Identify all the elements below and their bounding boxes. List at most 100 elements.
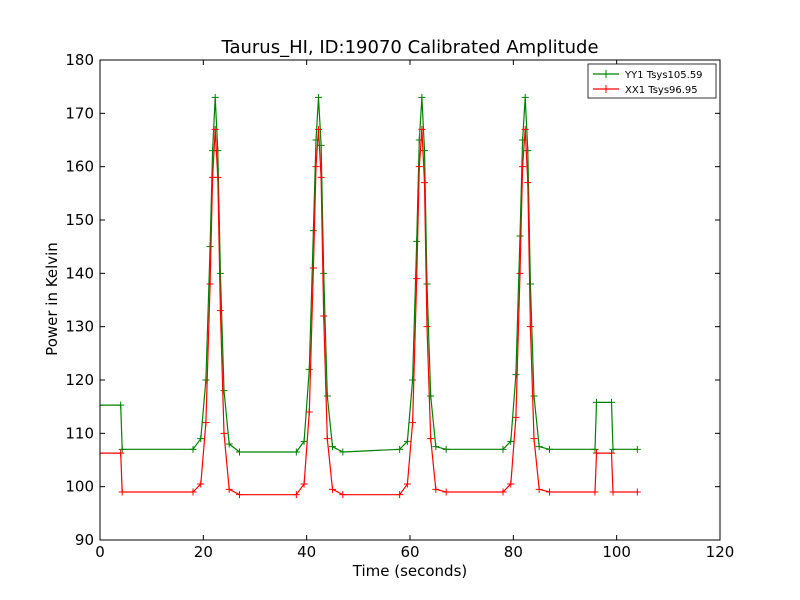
data-point [197,435,205,443]
data-point [317,173,325,181]
x-axis-label: Time (seconds) [352,562,468,580]
y-tick-label: 150 [65,211,94,229]
data-point [535,443,543,451]
data-point [432,443,440,451]
data-point [512,413,520,421]
data-point [236,491,243,499]
data-point [329,485,336,493]
data-point [225,440,233,448]
data-point [530,392,538,400]
data-point [100,401,104,409]
y-axis-label: Power in Kelvin [43,242,61,356]
y-tick-label: 180 [65,51,94,69]
y-tick-label: 170 [65,104,94,122]
legend-box [587,63,717,99]
data-point [499,445,507,453]
data-point [499,488,507,496]
legend-entry: XX1 Tsys96.95 [593,85,698,96]
data-point [591,488,599,496]
data-point [323,435,331,443]
data-point [546,488,553,496]
data-point [516,269,524,277]
y-tick-label: 130 [65,318,94,336]
data-point [211,93,219,101]
data-point [418,93,426,101]
data-point [524,147,532,155]
data-point [516,232,524,240]
x-tick-label: 40 [297,543,316,561]
data-point [420,179,428,187]
axis-ticks: 0 20 40 60 80 100 120 90 100 110 120 130 140 150 160 17… [65,51,734,561]
data-point [329,443,336,451]
data-point [214,147,222,155]
data-point [593,398,601,406]
data-point [418,125,426,133]
plot-frame [99,59,721,541]
data-point [292,448,300,456]
data-point [432,485,440,493]
data-point [216,269,224,277]
data-point [312,163,320,171]
data-point [189,488,197,496]
data-point [524,179,532,187]
data-point [206,243,214,251]
data-point [608,449,615,457]
data-point [236,448,243,456]
data-point [519,163,527,171]
data-point [526,323,534,331]
data-point [220,429,228,437]
x-tick-label: 120 [706,543,735,561]
data-point [323,392,331,400]
data-point [507,480,515,488]
legend-label: YY1 Tsys105.59 [624,70,703,81]
x-tick-label: 20 [194,543,213,561]
data-point [117,401,125,409]
data-point [591,445,599,453]
data-point [409,376,417,384]
data-point [300,437,308,445]
data-point [214,173,222,181]
data-point [189,445,197,453]
data-point [609,445,617,453]
data-point [315,93,323,101]
data-point [309,264,317,272]
data-point [521,125,529,133]
data-point [305,408,313,416]
data-point [530,435,538,443]
data-point [413,237,421,245]
data-point [512,371,520,379]
data-point [413,275,421,283]
y-tick-label: 110 [65,424,94,442]
data-point [339,491,347,499]
legend: YY1 Tsys105.59 XX1 Tsys96.95 [587,63,717,99]
data-point [300,480,308,488]
y-tick-label: 90 [75,531,94,549]
legend-marker [602,70,610,78]
y-tick-label: 160 [65,158,94,176]
data-point [608,398,615,406]
data-point [633,445,641,453]
data-point [633,488,641,496]
data-point [211,125,219,133]
data-point [521,93,529,101]
data-point [546,445,553,453]
data-point [403,480,411,488]
data-point [396,491,404,499]
legend-label: XX1 Tsys96.95 [625,85,698,96]
x-tick-label: 80 [504,543,523,561]
data-point [206,280,214,288]
y-tick-label: 100 [65,478,94,496]
data-point [292,491,300,499]
x-tick-label: 0 [95,543,105,561]
series-line [100,97,638,453]
x-tick-label: 60 [400,543,419,561]
x-tick-label: 100 [602,543,631,561]
data-point [315,125,323,133]
data-point [427,392,435,400]
legend-marker [602,85,610,93]
data-point [526,280,534,288]
data-point [415,163,423,171]
data-point [320,269,328,277]
data-point [309,227,317,235]
data-point [396,445,404,453]
